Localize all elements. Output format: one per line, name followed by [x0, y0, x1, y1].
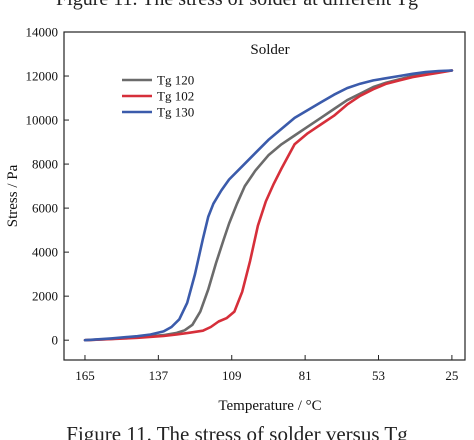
y-axis-label: Stress / Pa [5, 164, 21, 227]
y-tick-label: 14000 [26, 25, 59, 40]
caption-bottom: Figure 11. The stress of solder versus T… [0, 420, 474, 440]
plot-frame [63, 31, 466, 361]
chart-title: Solder [250, 42, 289, 58]
series-line-tg-102 [83, 69, 454, 342]
x-tick-label: 137 [149, 368, 169, 383]
axis-ticks-layer: 165 137 109 81 53 25 0 2000 4000 6000 8000 10000 120… [26, 25, 459, 384]
legend-label: Tg 130 [157, 105, 194, 120]
y-tick-label: 10000 [26, 113, 59, 128]
series-layer [83, 69, 454, 342]
x-axis-label: Temperature / °C [218, 398, 321, 414]
y-tick-label: 4000 [32, 245, 58, 260]
legend-label: Tg 120 [157, 73, 194, 88]
series-line-tg-130 [83, 69, 454, 342]
legend-label: Tg 102 [157, 89, 194, 104]
y-tick-label: 6000 [32, 201, 58, 216]
caption-top-text: Figure 11. The stress of solder at diffe… [0, 0, 474, 11]
x-tick-label: 109 [222, 368, 242, 383]
y-tick-label: 8000 [32, 157, 58, 172]
caption-top-cutoff: Figure 11. The stress of solder at diffe… [0, 0, 474, 22]
y-tick-label: 0 [52, 333, 59, 348]
x-tick-label: 25 [445, 368, 458, 383]
y-tick-label: 2000 [32, 289, 58, 304]
x-tick-label: 81 [299, 368, 312, 383]
caption-bottom-text: Figure 11. The stress of solder versus T… [66, 422, 408, 440]
x-tick-label: 165 [75, 368, 95, 383]
x-tick-label: 53 [372, 368, 385, 383]
y-tick-label: 12000 [26, 69, 59, 84]
